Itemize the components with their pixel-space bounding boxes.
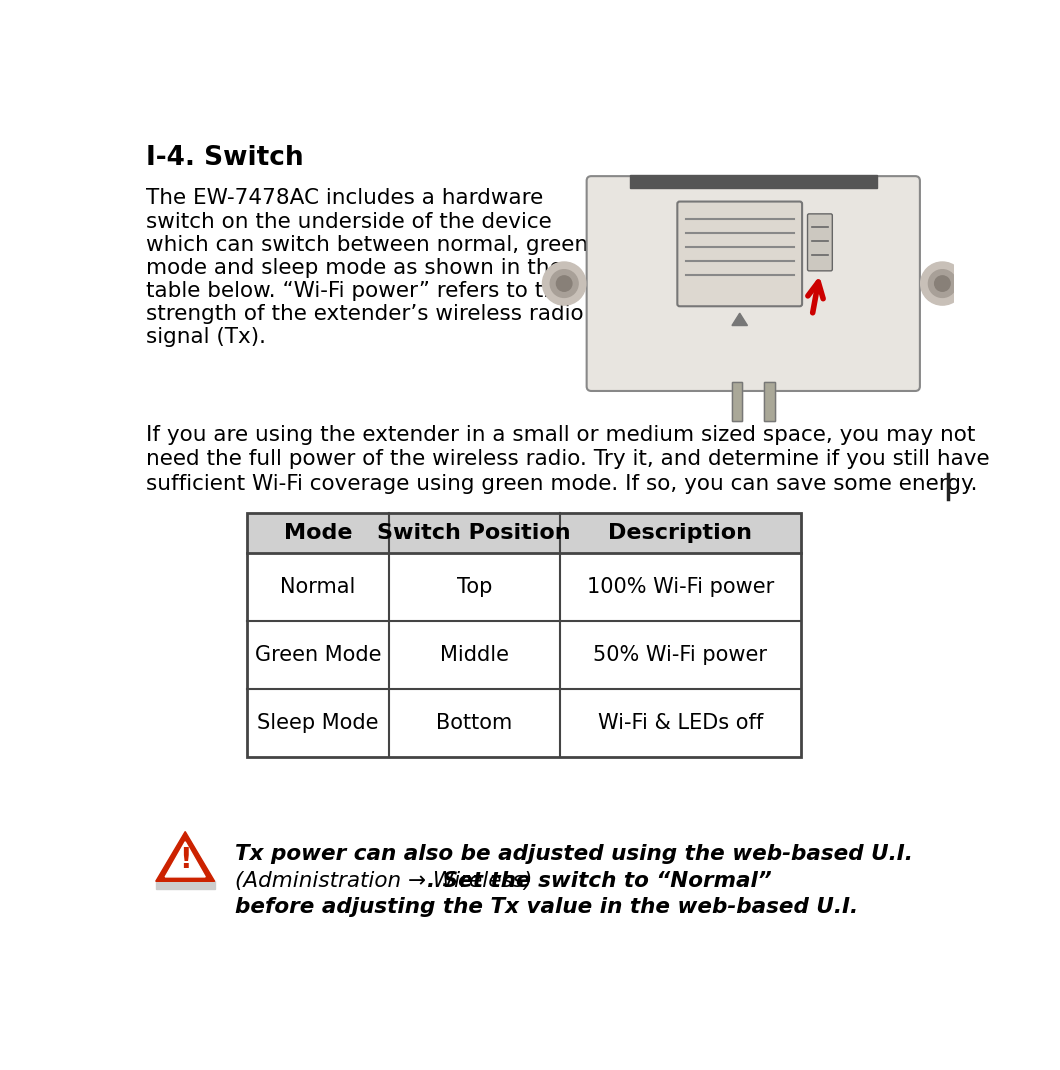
FancyBboxPatch shape xyxy=(808,214,832,271)
FancyBboxPatch shape xyxy=(677,201,802,306)
Text: (Administration → Wireless): (Administration → Wireless) xyxy=(235,871,532,890)
Text: Top: Top xyxy=(457,578,492,597)
Text: The EW-7478AC includes a hardware: The EW-7478AC includes a hardware xyxy=(146,188,544,209)
Circle shape xyxy=(929,270,956,297)
Text: Wi-Fi & LEDs off: Wi-Fi & LEDs off xyxy=(598,713,763,733)
Text: !: ! xyxy=(179,846,192,874)
Text: signal (Tx).: signal (Tx). xyxy=(146,327,266,347)
Text: switch on the underside of the device: switch on the underside of the device xyxy=(146,212,552,231)
Text: I-4. Switch: I-4. Switch xyxy=(146,146,304,171)
Circle shape xyxy=(556,276,572,291)
Bar xyxy=(764,382,775,421)
Text: Mode: Mode xyxy=(284,523,352,544)
Text: . Set the switch to “Normal”: . Set the switch to “Normal” xyxy=(427,871,772,890)
Bar xyxy=(247,514,801,756)
Circle shape xyxy=(550,270,578,297)
Bar xyxy=(630,174,877,188)
Text: strength of the extender’s wireless radio: strength of the extender’s wireless radi… xyxy=(146,304,584,324)
Text: table below. “Wi-Fi power” refers to the: table below. “Wi-Fi power” refers to the xyxy=(146,280,570,301)
Text: Switch Position: Switch Position xyxy=(377,523,571,544)
Text: Sleep Mode: Sleep Mode xyxy=(258,713,378,733)
Text: need the full power of the wireless radio. Try it, and determine if you still ha: need the full power of the wireless radi… xyxy=(146,449,990,470)
Text: Bottom: Bottom xyxy=(436,713,512,733)
Text: 50% Wi-Fi power: 50% Wi-Fi power xyxy=(594,645,767,666)
Text: Description: Description xyxy=(608,523,753,544)
Text: Middle: Middle xyxy=(440,645,509,666)
Text: 100% Wi-Fi power: 100% Wi-Fi power xyxy=(587,578,774,597)
FancyBboxPatch shape xyxy=(586,177,920,391)
Text: If you are using the extender in a small or medium sized space, you may not: If you are using the extender in a small… xyxy=(146,425,976,445)
Text: before adjusting the Tx value in the web-based U.I.: before adjusting the Tx value in the web… xyxy=(235,897,858,917)
Text: sufficient Wi-Fi coverage using green mode. If so, you can save some energy.: sufficient Wi-Fi coverage using green mo… xyxy=(146,474,978,494)
Polygon shape xyxy=(156,831,214,882)
Circle shape xyxy=(921,262,965,305)
Text: Normal: Normal xyxy=(281,578,356,597)
Text: mode and sleep mode as shown in the: mode and sleep mode as shown in the xyxy=(146,258,563,278)
Text: Tx power can also be adjusted using the web-based U.I.: Tx power can also be adjusted using the … xyxy=(235,844,913,865)
Polygon shape xyxy=(165,842,206,877)
Circle shape xyxy=(543,262,586,305)
Bar xyxy=(156,882,214,889)
Bar xyxy=(247,514,801,553)
Polygon shape xyxy=(732,314,747,325)
Circle shape xyxy=(935,276,950,291)
Bar xyxy=(731,382,742,421)
Text: which can switch between normal, green: which can switch between normal, green xyxy=(146,234,588,255)
Text: Green Mode: Green Mode xyxy=(254,645,382,666)
